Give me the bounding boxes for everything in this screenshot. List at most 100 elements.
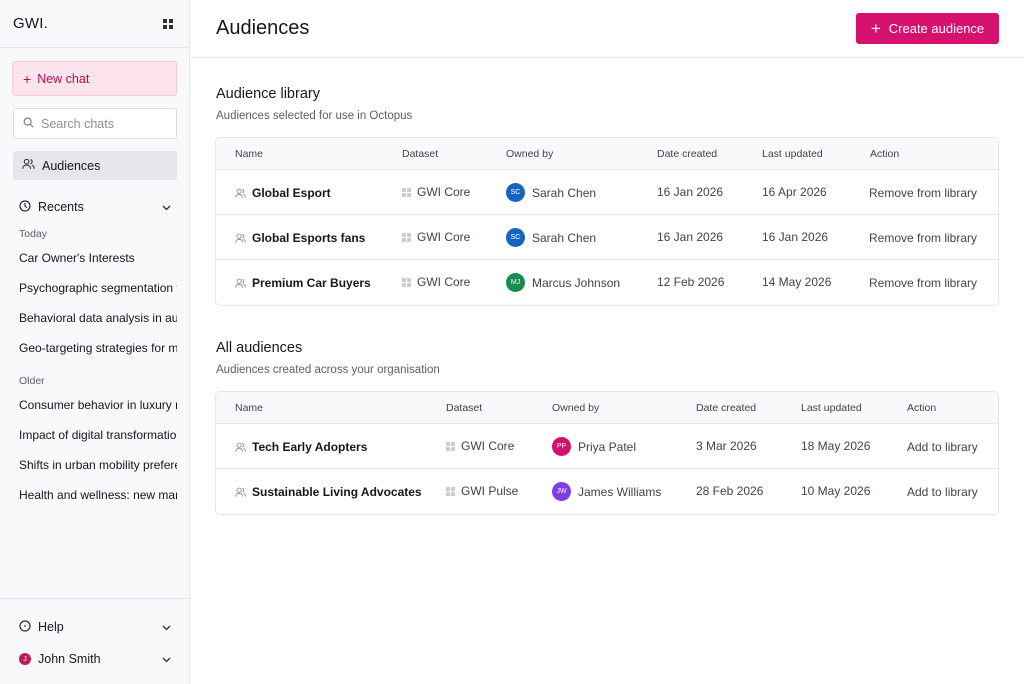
dataset-cell: GWI Pulse [446, 484, 518, 498]
search-input[interactable] [41, 116, 171, 131]
owner-name: Priya Patel [578, 439, 637, 454]
sidebar-item-label: Audiences [42, 158, 101, 173]
recents-label: Recents [38, 200, 84, 214]
user-icon [235, 487, 246, 498]
owner-cell: SC Sarah Chen [506, 228, 596, 247]
row-action-link[interactable]: Add to library [907, 485, 978, 499]
owner-cell: MJ Marcus Johnson [506, 273, 620, 292]
chat-item[interactable]: Geo-targeting strategies for marketing [19, 341, 177, 355]
table-row[interactable]: Sustainable Living Advocates GWI Pulse JW J… [216, 469, 998, 514]
dataset-icon [402, 277, 411, 287]
group-label-older: Older [19, 375, 45, 387]
sidebar-header: GWI. [0, 0, 189, 48]
audience-name-cell[interactable]: Sustainable Living Advocates [235, 485, 422, 499]
row-action-link[interactable]: Remove from library [869, 186, 978, 200]
page-header: Audiences + Create audience [190, 0, 1024, 58]
avatar: JW [552, 482, 571, 501]
owner-cell: PP Priya Patel [552, 437, 636, 456]
user-icon [235, 442, 246, 453]
table-header: Name Dataset Owned by Date created Last … [216, 138, 998, 170]
column-header: Last updated [801, 402, 862, 414]
last-updated: 18 May 2026 [801, 439, 871, 453]
dataset-cell: GWI Core [402, 185, 470, 199]
chat-item[interactable]: Behavioral data analysis in audience [19, 311, 177, 325]
dataset-cell: GWI Core [402, 230, 470, 244]
library-title: Audience library [216, 86, 320, 102]
dataset-name: GWI Core [417, 275, 471, 289]
audience-name-cell[interactable]: Global Esport [235, 186, 331, 200]
audience-name-cell[interactable]: Global Esports fans [235, 231, 365, 245]
sidebar-item-audiences[interactable]: Audiences [13, 151, 177, 180]
avatar: J [19, 653, 31, 665]
column-header: Name [235, 402, 264, 414]
help-label: Help [38, 620, 64, 634]
all-audiences-title: All audiences [216, 340, 303, 356]
apps-grid-icon[interactable] [160, 16, 176, 32]
column-header: Action [907, 402, 937, 414]
avatar: MJ [506, 273, 525, 292]
owner-name: Marcus Johnson [532, 275, 621, 290]
dataset-name: GWI Core [417, 230, 471, 244]
page-title: Audiences [216, 17, 310, 39]
date-created: 16 Jan 2026 [657, 185, 724, 199]
chat-item[interactable]: Car Owner's Interests [19, 251, 135, 265]
recents-toggle[interactable]: Recents [19, 198, 171, 216]
chat-item[interactable]: Psychographic segmentation for [19, 281, 177, 295]
column-header: Name [235, 148, 264, 160]
row-action-link[interactable]: Remove from library [869, 231, 978, 245]
owner-cell: SC Sarah Chen [506, 183, 596, 202]
new-chat-button[interactable]: + New chat [12, 61, 177, 96]
row-action-link[interactable]: Remove from library [869, 276, 978, 290]
date-created: 16 Jan 2026 [657, 230, 724, 244]
help-menu[interactable]: Help [19, 618, 171, 636]
all-audiences-table: Name Dataset Owned by Date created Last … [215, 391, 999, 515]
avatar: SC [506, 183, 525, 202]
search-icon [23, 115, 34, 133]
plus-icon: + [870, 19, 881, 38]
table-row[interactable]: Premium Car Buyers GWI Core MJ Marcus Johns… [216, 260, 998, 305]
create-audience-label: Create audience [888, 21, 985, 36]
audience-name-cell[interactable]: Tech Early Adopters [235, 440, 367, 454]
library-table: Name Dataset Owned by Date created Last … [215, 137, 999, 306]
gwi-logo[interactable]: GWI. [13, 15, 48, 32]
create-audience-button[interactable]: + Create audience [856, 13, 999, 44]
owner-name: Sarah Chen [532, 230, 597, 245]
owner-name: James Williams [578, 484, 662, 499]
date-created: 12 Feb 2026 [657, 275, 725, 289]
chevron-down-icon [162, 200, 171, 214]
table-header: Name Dataset Owned by Date created Last … [216, 392, 998, 424]
user-name: John Smith [38, 652, 101, 666]
dataset-name: GWI Core [417, 185, 471, 199]
table-row[interactable]: Global Esports fans GWI Core SC Sarah Chen 1… [216, 215, 998, 260]
dataset-name: GWI Core [461, 439, 515, 453]
user-icon [235, 188, 246, 199]
user-menu[interactable]: J John Smith [19, 650, 171, 668]
group-label-today: Today [19, 228, 48, 240]
user-icon [235, 278, 246, 289]
chevron-down-icon [162, 620, 171, 634]
audience-name: Tech Early Adopters [252, 440, 368, 454]
sidebar-footer: Help J John Smith [0, 598, 190, 684]
column-header: Action [870, 148, 900, 160]
search-box[interactable] [13, 108, 177, 139]
dataset-name: GWI Pulse [461, 484, 519, 498]
chat-item[interactable]: Impact of digital transformation [19, 428, 177, 442]
help-circle-icon [19, 619, 31, 635]
audience-name-cell[interactable]: Premium Car Buyers [235, 276, 371, 290]
date-created: 3 Mar 2026 [696, 439, 757, 453]
table-row[interactable]: Global Esport GWI Core SC Sarah Chen 16 Jan … [216, 170, 998, 215]
chat-item[interactable]: Shifts in urban mobility preferences [19, 458, 177, 472]
last-updated: 16 Apr 2026 [762, 185, 827, 199]
users-icon [22, 158, 35, 173]
audience-name: Sustainable Living Advocates [252, 485, 422, 499]
dataset-icon [446, 441, 455, 451]
row-action-link[interactable]: Add to library [907, 440, 978, 454]
column-header: Dataset [402, 148, 439, 160]
table-row[interactable]: Tech Early Adopters GWI Core PP Priya Patel… [216, 424, 998, 469]
chat-item[interactable]: Health and wellness: new markets [19, 488, 177, 502]
chat-item[interactable]: Consumer behavior in luxury markets [19, 398, 177, 412]
dataset-cell: GWI Core [402, 275, 470, 289]
dataset-icon [446, 486, 455, 496]
all-audiences-subtitle: Audiences created across your organisati… [216, 364, 440, 376]
plus-icon: + [23, 70, 32, 87]
